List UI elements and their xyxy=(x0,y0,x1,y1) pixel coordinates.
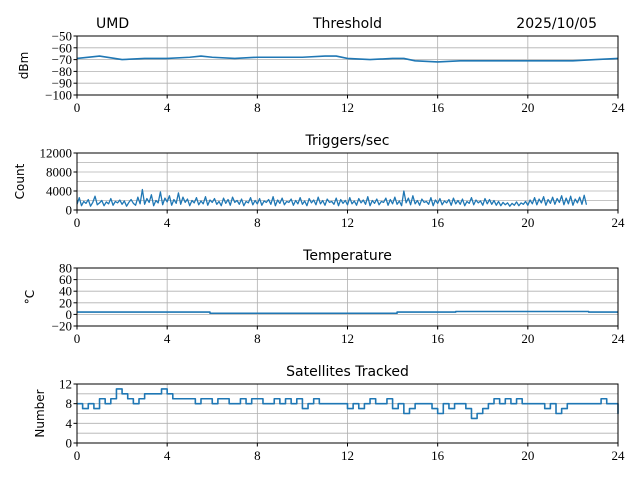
date-label: 2025/10/05 xyxy=(516,16,597,32)
y-tick-label: 12 xyxy=(59,377,72,392)
x-tick-label: 12 xyxy=(341,100,354,115)
y-tick-label: 40 xyxy=(59,284,72,299)
y-tick-label: −100 xyxy=(45,88,72,103)
y-tick-label: 0 xyxy=(66,307,73,322)
x-tick-label: 16 xyxy=(431,100,445,115)
y-axis-label: Number xyxy=(33,389,47,437)
y-tick-label: −60 xyxy=(52,40,72,55)
subplot-title: Threshold xyxy=(312,16,382,32)
x-tick-label: 24 xyxy=(612,100,626,115)
y-tick-label: 0 xyxy=(66,436,73,451)
x-tick-label: 16 xyxy=(431,215,445,230)
y-tick-label: 0 xyxy=(66,203,73,218)
x-tick-label: 0 xyxy=(74,100,81,115)
x-tick-label: 20 xyxy=(521,215,534,230)
x-tick-label: 24 xyxy=(612,331,626,346)
y-tick-label: 4 xyxy=(66,416,73,431)
y-tick-label: −20 xyxy=(52,319,72,334)
x-tick-label: 24 xyxy=(612,448,626,463)
x-tick-label: 0 xyxy=(74,448,81,463)
x-tick-label: 20 xyxy=(521,331,534,346)
y-tick-label: 60 xyxy=(59,272,72,287)
y-tick-label: −70 xyxy=(52,52,72,67)
subplot-title: Satellites Tracked xyxy=(286,364,409,380)
x-tick-label: 12 xyxy=(341,448,354,463)
x-tick-label: 12 xyxy=(341,215,354,230)
x-tick-label: 8 xyxy=(254,448,261,463)
x-tick-label: 12 xyxy=(341,331,354,346)
x-tick-label: 0 xyxy=(74,215,81,230)
y-tick-label: −50 xyxy=(52,29,72,44)
x-tick-label: 20 xyxy=(521,448,534,463)
y-axis-label: dBm xyxy=(17,52,31,80)
y-tick-label: 8000 xyxy=(46,165,72,180)
x-tick-label: 4 xyxy=(164,215,171,230)
y-tick-label: 20 xyxy=(59,295,72,310)
x-tick-label: 16 xyxy=(431,448,445,463)
y-tick-label: 4000 xyxy=(46,184,72,199)
y-tick-label: 80 xyxy=(59,261,72,276)
x-tick-label: 8 xyxy=(254,100,261,115)
x-tick-label: 4 xyxy=(164,331,171,346)
y-tick-label: 8 xyxy=(66,396,73,411)
series-line xyxy=(76,55,619,63)
y-tick-label: −80 xyxy=(52,64,72,79)
subplot-4: 0 4 8 12 16 20 24 0 4 8 12 Satellites Tracked Number xyxy=(33,364,625,463)
site-label: UMD xyxy=(96,16,129,32)
y-axis-label: °C xyxy=(23,290,37,304)
subplot-title: Temperature xyxy=(302,248,392,264)
subplot-1: 0 4 8 12 16 20 24 −100−90−80−70−60−50 Threshold d… xyxy=(17,16,625,115)
y-tick-label: −90 xyxy=(52,76,72,91)
x-tick-label: 4 xyxy=(164,448,171,463)
series-line xyxy=(77,310,618,315)
y-tick-label: 12000 xyxy=(40,146,73,161)
x-tick-label: 16 xyxy=(431,331,445,346)
x-tick-label: 20 xyxy=(521,100,534,115)
y-axis-label: Count xyxy=(13,163,27,199)
x-tick-label: 8 xyxy=(254,331,261,346)
x-tick-label: 4 xyxy=(164,100,171,115)
subplot-2: 0 4 8 12 16 20 24 0 4000 8000 12000 Triggers/sec Cou… xyxy=(13,133,625,230)
x-tick-label: 8 xyxy=(254,215,261,230)
x-tick-label: 24 xyxy=(612,215,626,230)
series-line xyxy=(77,388,619,420)
series-line xyxy=(76,188,588,207)
x-tick-label: 0 xyxy=(74,331,81,346)
subplot-title: Triggers/sec xyxy=(305,133,390,149)
